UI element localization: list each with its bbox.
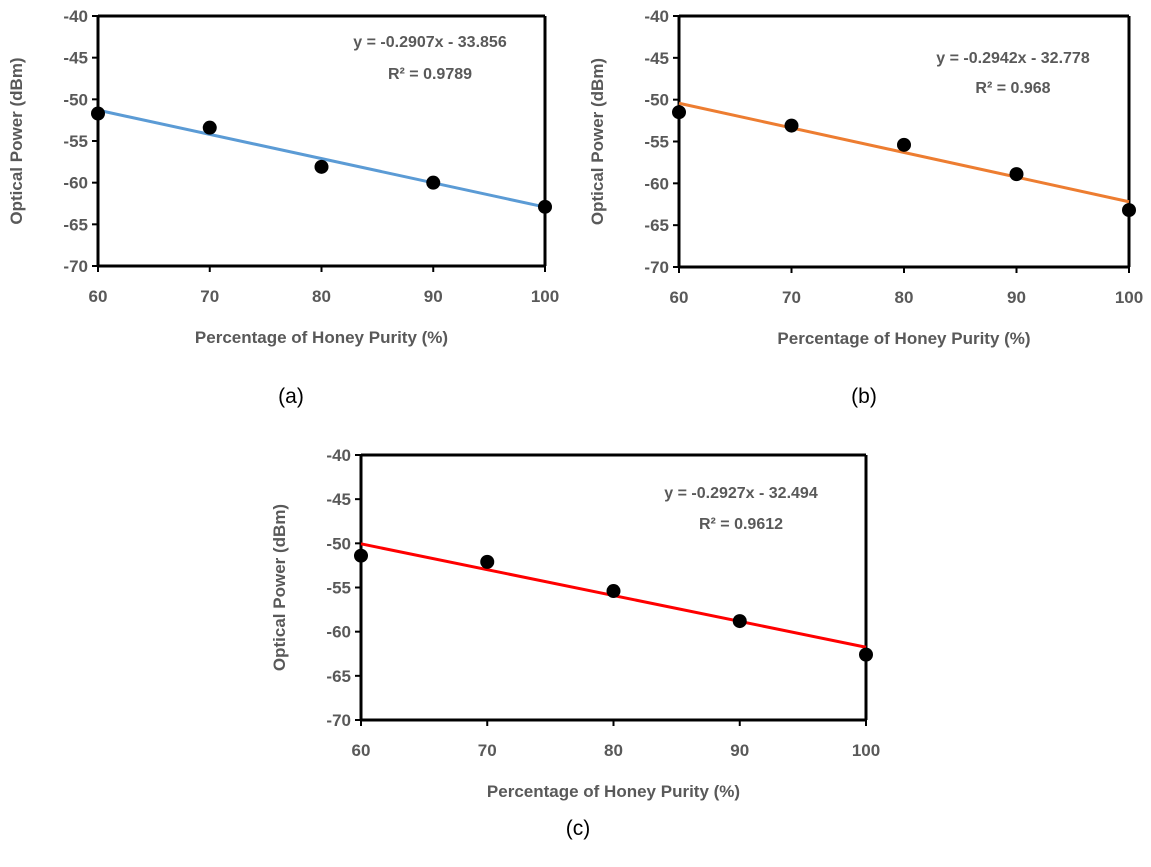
y-axis-title: Optical Power (dBm) <box>588 58 607 225</box>
x-tick-label: 90 <box>1007 288 1026 307</box>
x-tick-label: 80 <box>312 287 331 306</box>
x-tick-label: 90 <box>730 741 749 760</box>
data-point <box>91 106 105 121</box>
data-point <box>784 118 799 133</box>
data-point <box>426 175 441 190</box>
x-tick-label: 60 <box>89 287 108 306</box>
y-tick-label: -50 <box>63 90 88 109</box>
y-tick-label: -45 <box>326 490 351 509</box>
x-tick-label: 100 <box>531 287 559 306</box>
x-tick-label: 60 <box>670 288 689 307</box>
x-axis-title: Percentage of Honey Purity (%) <box>777 329 1030 348</box>
data-point <box>1009 167 1024 182</box>
x-tick-label: 80 <box>895 288 914 307</box>
y-tick-label: -55 <box>63 132 88 151</box>
y-tick-label: -70 <box>326 711 351 730</box>
y-tick-label: -60 <box>63 174 88 193</box>
trendline-equation: y = -0.2942x - 32.778 <box>936 50 1090 67</box>
x-axis-title: Percentage of Honey Purity (%) <box>487 782 740 801</box>
x-tick-label: 60 <box>352 741 371 760</box>
y-axis-title: Optical Power (dBm) <box>270 504 289 671</box>
x-tick-label: 90 <box>424 287 443 306</box>
y-tick-label: -55 <box>644 133 669 152</box>
y-tick-label: -50 <box>644 91 669 110</box>
panel-caption: (b) <box>851 385 877 408</box>
y-tick-label: -70 <box>63 257 88 276</box>
data-point <box>606 584 621 599</box>
trendline-equation: y = -0.2907x - 33.856 <box>353 34 507 51</box>
x-tick-label: 70 <box>782 288 801 307</box>
panel-caption: (c) <box>566 817 591 840</box>
y-tick-label: -60 <box>644 174 669 193</box>
x-axis-title: Percentage of Honey Purity (%) <box>195 328 448 347</box>
data-point <box>480 554 495 569</box>
data-point <box>354 548 368 563</box>
y-tick-label: -70 <box>644 258 669 277</box>
data-point <box>1122 203 1136 218</box>
data-point <box>672 105 686 120</box>
y-tick-label: -55 <box>326 579 351 598</box>
x-tick-label: 70 <box>200 287 219 306</box>
data-point <box>538 199 552 214</box>
x-tick-label: 100 <box>1115 288 1143 307</box>
trendline-equation: y = -0.2927x - 32.494 <box>664 485 818 502</box>
trendline <box>97 108 546 209</box>
r-squared-label: R² = 0.9789 <box>388 66 472 83</box>
panel-caption: (a) <box>278 385 304 408</box>
y-tick-label: -40 <box>326 446 351 465</box>
trendline <box>678 101 1130 204</box>
data-point <box>859 647 873 662</box>
x-tick-label: 80 <box>604 741 623 760</box>
data-point <box>202 120 217 135</box>
x-tick-label: 100 <box>852 741 880 760</box>
data-point <box>314 159 329 174</box>
r-squared-label: R² = 0.9612 <box>699 516 783 533</box>
y-tick-label: -45 <box>644 49 669 68</box>
y-tick-label: -45 <box>63 49 88 68</box>
y-tick-label: -65 <box>326 667 351 686</box>
y-axis-title: Optical Power (dBm) <box>7 57 26 224</box>
data-point <box>732 614 747 629</box>
data-point <box>897 137 911 152</box>
x-tick-label: 70 <box>478 741 497 760</box>
y-tick-label: -50 <box>326 534 351 553</box>
r-squared-label: R² = 0.968 <box>975 80 1050 97</box>
y-tick-label: -40 <box>644 7 669 26</box>
y-tick-label: -65 <box>63 215 88 234</box>
y-tick-label: -60 <box>326 623 351 642</box>
y-tick-label: -65 <box>644 216 669 235</box>
y-tick-label: -40 <box>63 7 88 26</box>
